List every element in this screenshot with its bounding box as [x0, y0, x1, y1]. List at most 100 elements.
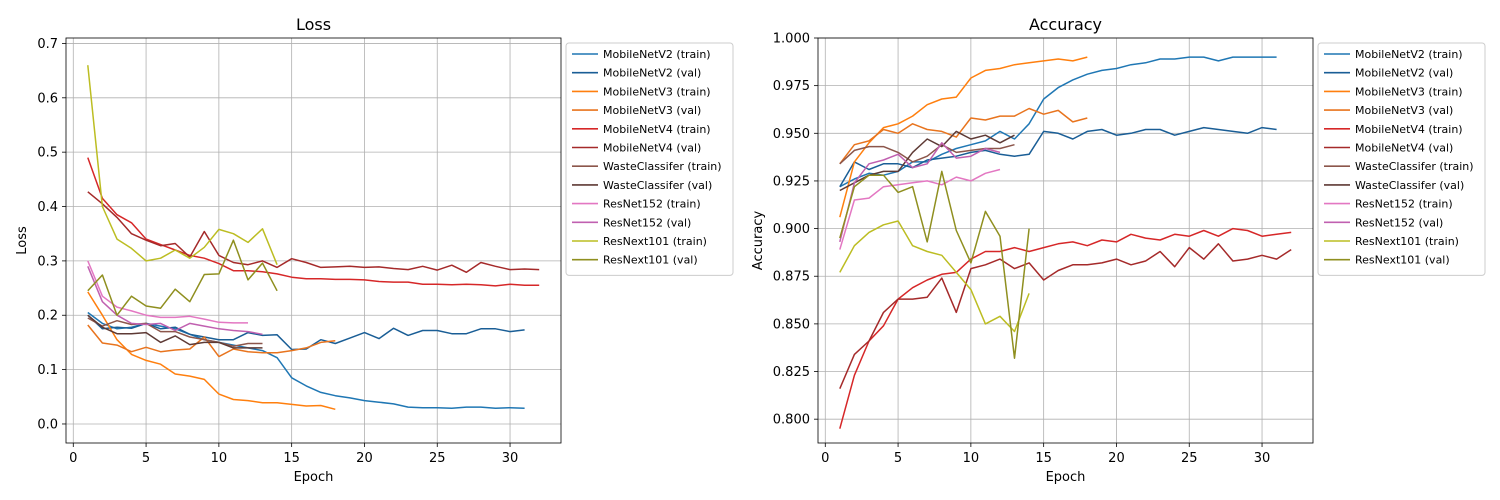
series-line-mobilenetv4-train: [839, 227, 1292, 429]
legend-label: MobileNetV3 (train): [1355, 85, 1463, 98]
legend-label: WasteClassifer (val): [603, 179, 712, 192]
legend-item-resnet152-train: ResNet152 (train): [1324, 198, 1453, 211]
x-tick-label: 0: [821, 451, 829, 466]
series-line-mobilenetv4-train: [87, 157, 540, 287]
legend-item-resnext101-train: ResNext101 (train): [572, 235, 707, 248]
legend-label: MobileNetV4 (train): [1355, 123, 1463, 136]
x-tick-label: 30: [1254, 451, 1271, 466]
legend-item-resnet152-val: ResNet152 (val): [572, 216, 691, 229]
legend-label: MobileNetV2 (val): [603, 67, 701, 80]
series-line-resnet152-val: [839, 142, 1001, 243]
grid: [66, 38, 561, 443]
legend-item-resnext101-val: ResNext101 (val): [572, 254, 698, 267]
series-line-resnext101-val: [87, 239, 278, 316]
legend-label: ResNet152 (train): [603, 198, 701, 211]
grid: [818, 37, 1313, 443]
y-tick-label: 0.900: [773, 222, 810, 237]
series-line-resnext101-train: [87, 65, 278, 265]
x-tick-label: 25: [429, 451, 446, 466]
y-axis-label: Accuracy: [751, 211, 766, 271]
legend-label: MobileNetV4 (val): [1355, 142, 1453, 155]
legend-item-mobilenetv3-val: MobileNetV3 (val): [572, 104, 701, 117]
x-tick-label: 5: [894, 451, 902, 466]
series-line-wasteclassifer-train: [87, 317, 263, 347]
legend-item-mobilenetv4-train: MobileNetV4 (train): [1324, 123, 1463, 136]
series-lines: [87, 65, 540, 411]
legend-box: [1317, 42, 1486, 276]
y-tick-label: 0.3: [37, 254, 58, 269]
chart-title: Accuracy: [1029, 15, 1102, 34]
legend-label: WasteClassifer (train): [1355, 160, 1474, 173]
series-line-mobilenetv3-val: [839, 107, 1088, 165]
legend-item-resnext101-val: ResNext101 (val): [1324, 254, 1450, 267]
series-line-mobilenetv2-train: [87, 311, 525, 409]
x-tick-label: 5: [142, 451, 150, 466]
legend-label: MobileNetV2 (train): [1355, 48, 1463, 61]
series-line-mobilenetv4-val: [839, 243, 1292, 389]
legend-label: WasteClassifer (train): [603, 160, 722, 173]
legend-label: MobileNetV3 (val): [603, 104, 701, 117]
legend-label: MobileNetV2 (train): [603, 48, 711, 61]
y-tick-label: 0.1: [37, 363, 58, 378]
x-axis-label: Epoch: [294, 470, 334, 485]
axes-frame: [817, 37, 1314, 444]
legend-item-mobilenetv4-val: MobileNetV4 (val): [1324, 142, 1453, 155]
legend-item-wasteclassifer-train: WasteClassifer (train): [1324, 160, 1474, 173]
y-tick-label: 0.925: [773, 174, 810, 189]
legend-item-wasteclassifer-val: WasteClassifer (val): [1324, 179, 1464, 192]
x-tick-label: 10: [963, 451, 980, 466]
legend: MobileNetV2 (train) MobileNetV2 (val) Mobi…: [565, 42, 734, 276]
legend-item-mobilenetv2-val: MobileNetV2 (val): [572, 67, 701, 80]
x-tick-label: 10: [211, 451, 228, 466]
x-tick-label: 20: [1108, 451, 1125, 466]
series-line-mobilenetv3-val: [87, 324, 336, 358]
x-tick-label: 0: [69, 451, 77, 466]
y-tick-label: 0.950: [773, 127, 810, 142]
y-tick-label: 0.7: [37, 37, 58, 52]
series-line-mobilenetv4-val: [87, 191, 540, 274]
series-line-mobilenetv3-train: [839, 56, 1088, 218]
y-tick-label: 0.975: [773, 79, 810, 94]
series-line-wasteclassifer-train: [839, 143, 1015, 165]
legend-item-mobilenetv3-val: MobileNetV3 (val): [1324, 104, 1453, 117]
x-tick-label: 30: [502, 451, 519, 466]
series-line-wasteclassifer-val: [87, 314, 263, 349]
x-tick-label: 25: [1181, 451, 1198, 466]
x-tick-label: 20: [356, 451, 373, 466]
series-line-mobilenetv2-train: [839, 56, 1277, 188]
x-axis-label: Epoch: [1046, 470, 1086, 485]
y-tick-label: 0.6: [37, 91, 58, 106]
series-lines: [839, 56, 1292, 429]
series-line-mobilenetv3-train: [87, 291, 336, 411]
legend-label: MobileNetV3 (val): [1355, 104, 1453, 117]
series-line-resnet152-train: [839, 168, 1001, 250]
loss-chart: 0 5 10 15 20 25 30 0.0 0.1 0.2 0.3 0.4 0.5 0.6 0.7 Loss…: [15, 15, 734, 485]
legend-label: WasteClassifer (val): [1355, 179, 1464, 192]
legend-label: ResNext101 (val): [603, 254, 698, 267]
x-tick-label: 15: [1035, 451, 1052, 466]
legend-label: ResNext101 (val): [1355, 254, 1450, 267]
legend-item-mobilenetv3-train: MobileNetV3 (train): [572, 85, 711, 98]
legend-item-mobilenetv2-val: MobileNetV2 (val): [1324, 67, 1453, 80]
series-line-resnet152-train: [87, 260, 248, 324]
legend-label: MobileNetV4 (train): [603, 123, 711, 136]
y-tick-label: 0.0: [37, 417, 58, 432]
legend-item-resnext101-train: ResNext101 (train): [1324, 235, 1459, 248]
y-tick-label: 0.850: [773, 317, 810, 332]
series-line-resnet152-val: [87, 266, 263, 336]
series-line-resnext101-val: [839, 170, 1030, 359]
legend-label: ResNet152 (val): [603, 216, 691, 229]
legend-label: ResNext101 (train): [1355, 235, 1459, 248]
y-tick-label: 0.825: [773, 365, 810, 380]
legend: MobileNetV2 (train) MobileNetV2 (val) Mobi…: [1317, 42, 1486, 276]
series-line-mobilenetv2-val: [87, 314, 525, 351]
axes-frame: [65, 37, 562, 444]
x-tick-label: 15: [283, 451, 300, 466]
series-line-resnext101-train: [839, 220, 1030, 333]
legend-item-wasteclassifer-train: WasteClassifer (train): [572, 160, 722, 173]
accuracy-chart: 0 5 10 15 20 25 30 0.800 0.825 0.850 0.875 0.900 0.9…: [751, 15, 1486, 485]
legend-item-mobilenetv4-val: MobileNetV4 (val): [572, 142, 701, 155]
y-tick-label: 0.5: [37, 146, 58, 161]
legend-box: [565, 42, 734, 276]
